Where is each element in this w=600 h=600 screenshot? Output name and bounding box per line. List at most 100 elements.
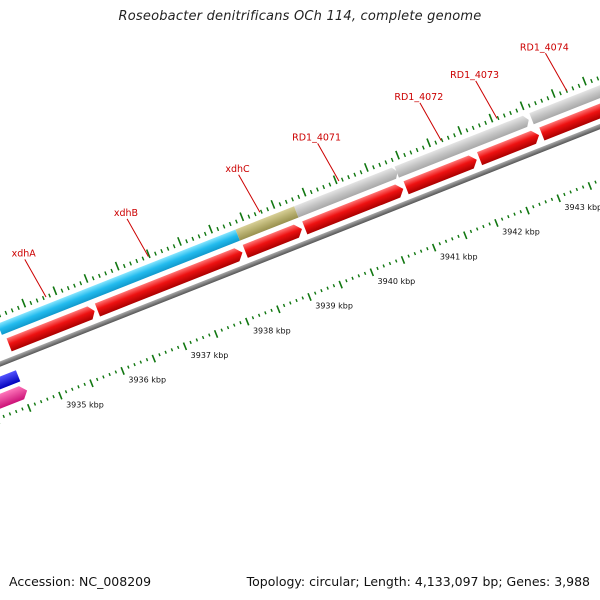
- feature-pink-bar[interactable]: [0, 384, 30, 430]
- outer-tick: [577, 83, 581, 89]
- tick-label: 3939 kbp: [315, 302, 353, 311]
- scale-tick: [182, 342, 188, 351]
- outer-tick: [590, 78, 593, 84]
- outer-tick: [166, 246, 170, 251]
- outer-tick: [253, 212, 257, 217]
- scale-tick: [419, 249, 423, 253]
- outer-tick: [160, 249, 164, 254]
- scale-tick: [176, 345, 180, 350]
- cds-arrow-RD1_4072[interactable]: [403, 153, 480, 195]
- scale-tick: [213, 329, 219, 338]
- gene-RD1_4072-4073-bar[interactable]: [394, 114, 530, 178]
- outer-tick: [291, 197, 294, 202]
- outer-tick: [48, 293, 51, 298]
- outer-tick: [197, 234, 201, 239]
- outer-tick: [403, 152, 407, 158]
- outer-tick: [363, 162, 369, 172]
- gene-label[interactable]: RD1_4074: [520, 42, 569, 53]
- gene-leader-line: [475, 80, 498, 119]
- outer-tick: [222, 224, 226, 229]
- gene-label[interactable]: RD1_4071: [292, 133, 341, 144]
- outer-tick: [278, 202, 282, 207]
- outer-tick: [509, 110, 512, 116]
- gene-label[interactable]: RD1_4073: [450, 70, 499, 81]
- gene-xdhA-xdhB-bar[interactable]: [0, 229, 240, 335]
- scale-tick: [83, 382, 86, 387]
- gene-label[interactable]: xdhA: [12, 249, 37, 260]
- cds-arrow-RD1_4074[interactable]: [539, 91, 600, 141]
- scale-tick: [363, 271, 367, 276]
- cds-arrow-RD1_4071[interactable]: [302, 182, 406, 235]
- scale-tick: [494, 218, 499, 227]
- outer-tick: [185, 239, 189, 244]
- scale-tick: [170, 348, 174, 352]
- outer-tick: [104, 271, 108, 276]
- outer-tick: [446, 135, 450, 140]
- outer-tick: [247, 214, 251, 219]
- scale-tick: [120, 366, 125, 375]
- scale-tick: [251, 316, 255, 320]
- scale-tick: [307, 292, 312, 301]
- gene-label[interactable]: xdhB: [114, 208, 138, 219]
- scale-tick: [382, 264, 385, 268]
- scale-tick: [369, 268, 375, 277]
- cds-arrow-RD1_4073[interactable]: [476, 129, 542, 166]
- scale-tick: [457, 234, 460, 239]
- outer-tick: [347, 175, 350, 180]
- scale-tick: [139, 360, 142, 364]
- outer-tick: [309, 189, 313, 195]
- scale-tick: [151, 354, 157, 363]
- outer-tick: [484, 120, 488, 126]
- gene-RD1_4071-bar[interactable]: [294, 166, 400, 218]
- scale-tick: [145, 358, 149, 362]
- tick-label: 3938 kbp: [253, 326, 291, 335]
- cds-track: [6, 91, 600, 352]
- cds-arrow-xdhB[interactable]: [94, 246, 245, 317]
- outer-tick: [316, 187, 319, 192]
- genome-backbone: [0, 93, 600, 394]
- scale-tick: [164, 350, 167, 354]
- outer-tick: [10, 308, 14, 313]
- scale-tick: [338, 280, 343, 289]
- outer-tick: [434, 140, 438, 145]
- scale-tick: [114, 370, 118, 374]
- outer-tick: [154, 251, 157, 256]
- gene-label[interactable]: xdhC: [225, 164, 250, 175]
- scale-tick: [276, 305, 281, 314]
- gene-xdhC-bar[interactable]: [235, 206, 299, 241]
- outer-tick: [83, 273, 89, 283]
- outer-tick: [60, 288, 64, 293]
- outer-tick: [540, 98, 544, 103]
- outer-tick: [571, 86, 575, 91]
- scale-tick: [488, 222, 491, 226]
- gene-track: [0, 75, 600, 335]
- outer-tick: [353, 172, 357, 177]
- scale-tick: [513, 212, 516, 216]
- outer-tick: [426, 138, 432, 148]
- cds-arrow-xdhA[interactable]: [6, 305, 98, 352]
- outer-tick: [259, 209, 263, 214]
- scale-tick: [64, 390, 68, 394]
- gene-leader-line: [126, 218, 149, 257]
- scale-tick: [26, 403, 32, 412]
- scale-tick: [351, 276, 354, 280]
- outer-tick: [332, 175, 338, 185]
- scale-tick: [388, 261, 392, 266]
- outer-tick: [4, 310, 8, 315]
- outer-tick: [457, 125, 463, 135]
- scale-tick-row: 3935 kbp 3936 kbp 3937 kbp 3938 kbp 3939 kbp…: [0, 180, 600, 425]
- outer-tick: [546, 96, 550, 101]
- gene-RD1_4074-bar[interactable]: [529, 75, 600, 125]
- outer-tick: [270, 199, 276, 209]
- scale-tick: [226, 325, 230, 330]
- scale-tick: [563, 192, 566, 197]
- scale-tick: [264, 311, 267, 315]
- scale-tick: [407, 254, 410, 258]
- outer-tick: [527, 103, 531, 108]
- outer-tick: [17, 305, 20, 311]
- cds-arrow-xdhC[interactable]: [242, 222, 305, 258]
- gene-label[interactable]: RD1_4072: [394, 92, 443, 103]
- outer-tick: [478, 123, 481, 128]
- outer-tick: [471, 125, 475, 130]
- scale-tick: [314, 291, 317, 295]
